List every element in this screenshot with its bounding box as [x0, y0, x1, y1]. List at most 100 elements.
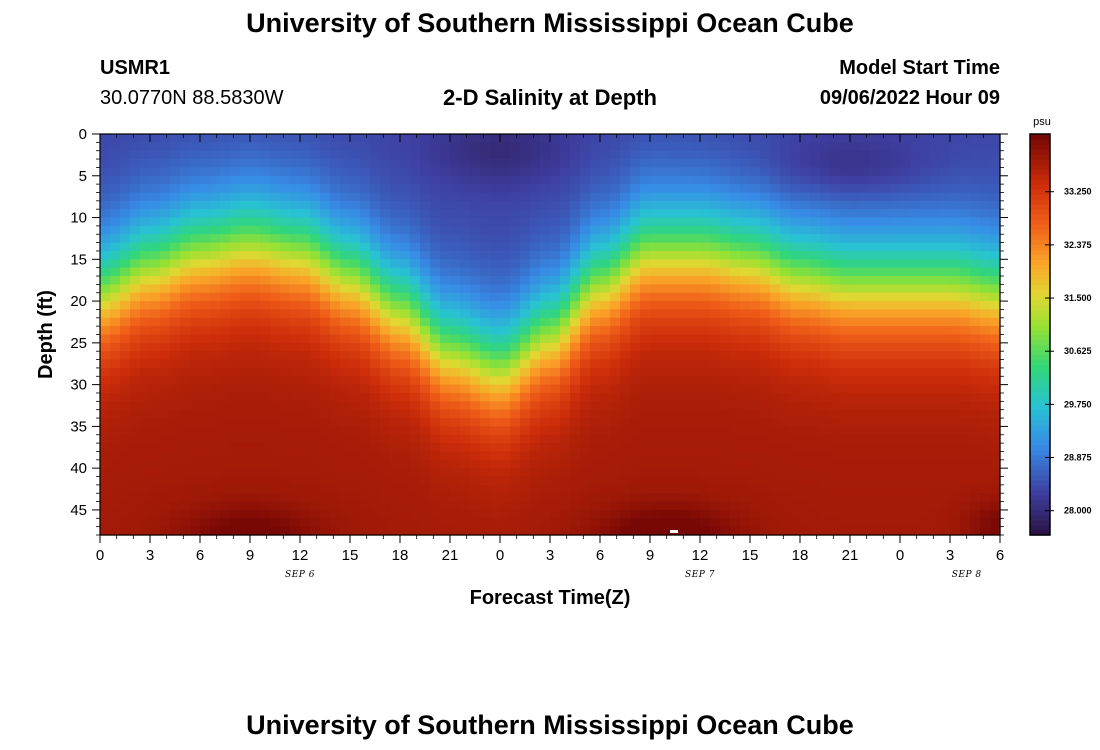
heatmap-cell	[900, 192, 911, 202]
heatmap-cell	[710, 418, 721, 427]
heatmap-cell	[560, 351, 571, 361]
heatmap-cell	[980, 159, 991, 169]
heatmap-cell	[900, 159, 911, 169]
heatmap-cell	[410, 284, 421, 294]
heatmap-cell	[210, 351, 221, 361]
heatmap-cell	[770, 351, 781, 361]
heatmap-cell	[210, 267, 221, 277]
heatmap-cell	[290, 401, 301, 411]
heatmap-cell	[460, 234, 471, 244]
heatmap-cell	[890, 234, 901, 244]
heatmap-cell	[470, 234, 481, 244]
heatmap-cell	[430, 401, 441, 411]
heatmap-cell	[910, 401, 921, 411]
heatmap-cell	[250, 392, 261, 402]
heatmap-cell	[100, 401, 111, 411]
heatmap-cell	[230, 518, 241, 528]
heatmap-cell	[440, 334, 451, 344]
heatmap-cell	[790, 142, 801, 152]
heatmap-cell	[590, 468, 601, 478]
heatmap-cell	[350, 384, 361, 394]
heatmap-cell	[950, 301, 961, 311]
heatmap-cell	[430, 301, 441, 311]
heatmap-cell	[290, 284, 301, 294]
heatmap-cell	[380, 484, 391, 494]
heatmap-cell	[260, 376, 271, 386]
heatmap-cell	[680, 292, 691, 302]
colorbar-segment	[1030, 264, 1050, 270]
heatmap-cell	[330, 276, 341, 285]
heatmap-cell	[320, 292, 331, 302]
heatmap-cell	[800, 292, 811, 302]
heatmap-cell	[640, 192, 651, 202]
heatmap-cell	[970, 159, 981, 169]
heatmap-cell	[730, 267, 741, 277]
heatmap-cell	[840, 234, 851, 244]
heatmap-cell	[150, 159, 161, 169]
heatmap-cell	[630, 451, 641, 461]
heatmap-cell	[470, 184, 481, 194]
heatmap-cell	[110, 459, 121, 469]
colorbar-segment	[1030, 169, 1050, 175]
heatmap-cell	[700, 284, 711, 294]
heatmap-cell	[350, 476, 361, 486]
heatmap-cell	[370, 301, 381, 311]
heatmap-cell	[270, 175, 281, 185]
heatmap-cell	[500, 284, 511, 294]
date-label: SEP 8	[952, 570, 982, 580]
heatmap-cell	[400, 250, 411, 260]
date-label: SEP 7	[685, 570, 715, 580]
heatmap-cell	[420, 142, 431, 152]
heatmap-cell	[810, 384, 821, 394]
heatmap-cell	[760, 451, 771, 461]
heatmap-cell	[310, 468, 321, 478]
heatmap-cell	[290, 443, 301, 453]
heatmap-cell	[770, 292, 781, 302]
heatmap-cell	[140, 476, 151, 486]
heatmap-cell	[500, 292, 511, 302]
heatmap-cell	[880, 443, 891, 453]
heatmap-cell	[680, 526, 691, 536]
heatmap-cell	[110, 392, 121, 402]
heatmap-cell	[850, 476, 861, 486]
colorbar-segment	[1030, 464, 1050, 471]
heatmap-cell	[770, 301, 781, 311]
heatmap-cell	[600, 242, 611, 252]
heatmap-cell	[940, 142, 951, 152]
heatmap-cell	[540, 367, 551, 377]
heatmap-cell	[650, 334, 661, 344]
heatmap-cell	[340, 217, 351, 227]
heatmap-cell	[640, 200, 651, 210]
heatmap-cell	[510, 334, 521, 344]
heatmap-cell	[380, 334, 391, 344]
heatmap-cell	[430, 443, 441, 453]
heatmap-cell	[900, 292, 911, 302]
heatmap-cell	[280, 434, 291, 444]
heatmap-cell	[610, 526, 621, 536]
heatmap-cell	[670, 192, 681, 202]
heatmap-cell	[240, 242, 251, 252]
heatmap-cell	[580, 317, 591, 327]
heatmap-cell	[620, 200, 631, 210]
heatmap-cell	[590, 259, 601, 269]
heatmap-cell	[650, 509, 661, 519]
heatmap-cell	[920, 217, 931, 227]
heatmap-cell	[770, 259, 781, 269]
colorbar-segment	[1030, 244, 1050, 250]
heatmap-cell	[510, 309, 521, 319]
heatmap-cell	[170, 159, 181, 169]
heatmap-cell	[790, 292, 801, 302]
heatmap-cell	[860, 200, 871, 210]
heatmap-cell	[780, 501, 791, 511]
heatmap-cell	[360, 351, 371, 361]
heatmap-cell	[510, 351, 521, 361]
heatmap-cell	[990, 284, 1001, 294]
heatmap-cell	[540, 292, 551, 302]
heatmap-cell	[800, 451, 811, 461]
heatmap-cell	[160, 292, 171, 302]
heatmap-cell	[680, 267, 691, 277]
heatmap-cell	[620, 192, 631, 202]
heatmap-cell	[500, 493, 511, 503]
heatmap-cell	[100, 250, 111, 260]
